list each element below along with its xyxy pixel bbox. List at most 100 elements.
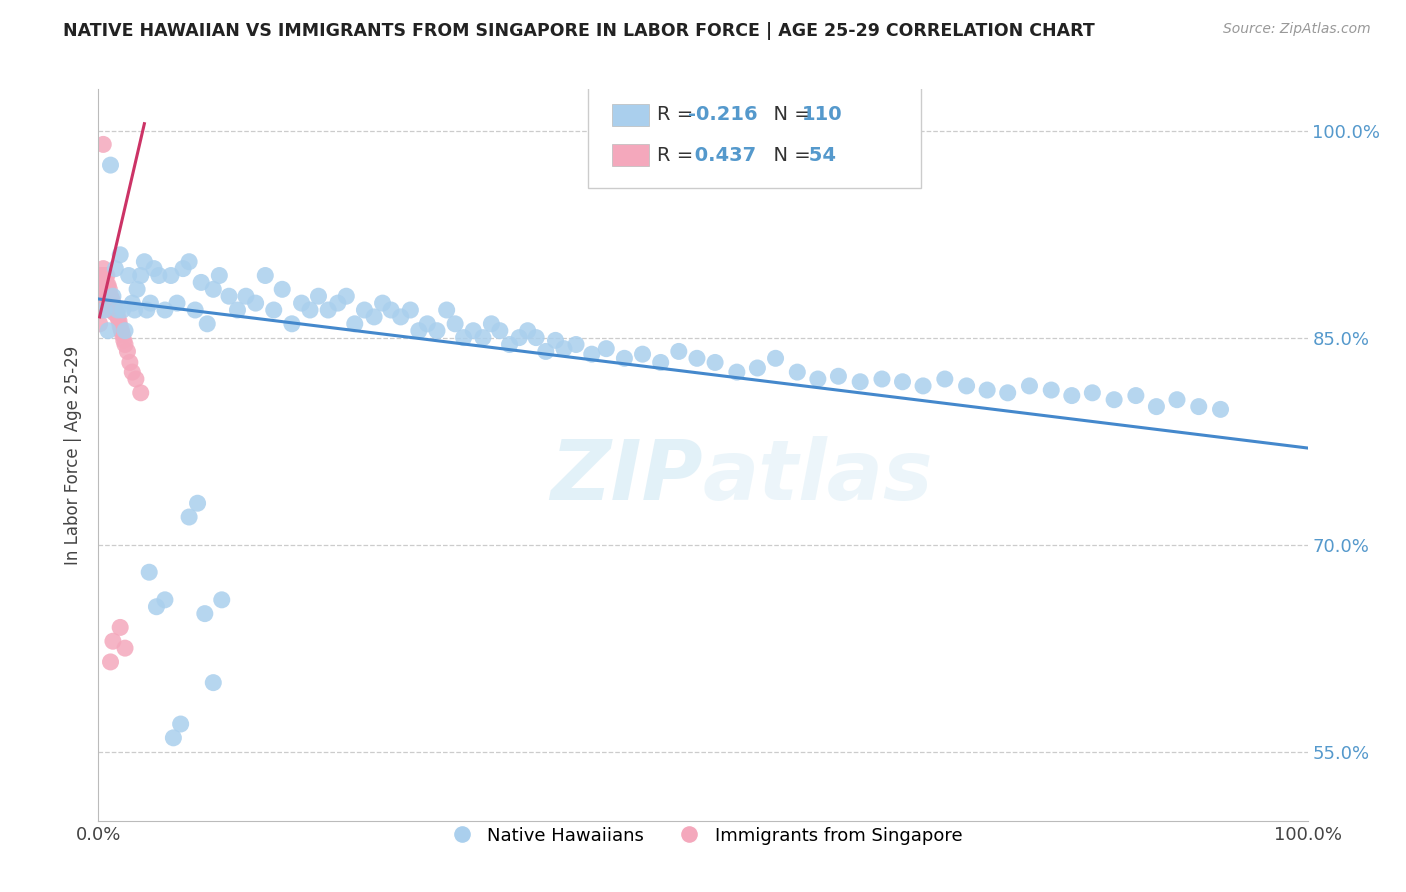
Point (353, 303, 375, 318)
Point (139, 296, 162, 310)
Point (108, 620, 131, 634)
Point (765, 351, 787, 366)
Point (104, 261, 127, 276)
FancyBboxPatch shape (613, 103, 648, 126)
Text: N =: N = (761, 105, 817, 124)
Text: -0.216: -0.216 (689, 105, 758, 124)
Point (581, 347, 603, 361)
Point (100, 289, 122, 303)
Point (143, 261, 166, 276)
Point (849, 375, 872, 389)
Point (94, 282, 117, 296)
Point (481, 317, 503, 331)
Point (184, 303, 207, 318)
Text: ZIP: ZIP (550, 436, 703, 517)
Point (127, 282, 149, 296)
Point (91, 296, 114, 310)
Point (281, 317, 304, 331)
Point (101, 296, 124, 310)
Point (101, 303, 124, 318)
Point (118, 268, 141, 283)
Point (98, 292, 121, 306)
Point (934, 372, 956, 386)
Point (389, 310, 412, 324)
Point (89, 317, 111, 331)
Point (534, 344, 557, 359)
Point (650, 355, 672, 369)
Point (138, 566, 160, 580)
Point (93, 268, 115, 283)
Point (94, 289, 117, 303)
Point (245, 296, 267, 310)
Point (96, 278, 118, 293)
Point (371, 296, 394, 310)
Point (153, 592, 176, 607)
Point (172, 261, 194, 276)
Text: 54: 54 (803, 145, 837, 164)
Point (91, 261, 114, 276)
Point (190, 276, 212, 290)
Point (343, 317, 366, 331)
Point (107, 310, 129, 324)
Point (148, 268, 170, 283)
Point (97, 278, 120, 293)
Text: atlas: atlas (703, 436, 934, 517)
Point (90, 276, 112, 290)
Point (1060, 388, 1083, 402)
Point (100, 655, 122, 669)
Text: R =: R = (657, 145, 700, 164)
Point (725, 365, 748, 379)
Point (235, 289, 257, 303)
Point (997, 385, 1019, 400)
Point (195, 317, 218, 331)
Point (271, 282, 294, 296)
Point (912, 379, 935, 393)
Point (436, 303, 458, 318)
Point (111, 303, 134, 318)
Point (1166, 392, 1188, 407)
Point (91, 137, 114, 152)
Point (516, 324, 538, 338)
Point (91, 268, 114, 283)
Point (129, 385, 152, 400)
Point (524, 330, 547, 344)
Point (668, 344, 690, 359)
Point (91, 276, 114, 290)
Point (891, 375, 914, 389)
Point (101, 289, 124, 303)
Point (100, 303, 122, 318)
Point (89, 303, 111, 318)
Point (97, 286, 120, 301)
Point (96, 286, 118, 301)
Point (955, 379, 977, 393)
Point (96, 296, 118, 310)
Point (166, 296, 188, 310)
Point (91, 303, 114, 318)
Point (187, 496, 209, 510)
Point (91, 282, 114, 296)
Point (194, 607, 217, 621)
Point (613, 351, 636, 366)
Point (93, 276, 115, 290)
Point (786, 365, 808, 379)
Point (93, 289, 115, 303)
Point (125, 372, 148, 386)
Point (1102, 392, 1125, 407)
Point (169, 717, 191, 731)
Point (90, 282, 112, 296)
Point (97, 324, 120, 338)
Point (489, 324, 512, 338)
Point (108, 314, 131, 328)
Point (1018, 379, 1040, 393)
Point (426, 324, 449, 338)
Point (335, 289, 357, 303)
Point (93, 282, 115, 296)
Point (117, 344, 139, 359)
Point (100, 292, 122, 306)
Point (471, 330, 494, 344)
Point (121, 365, 143, 379)
Text: N =: N = (761, 145, 817, 164)
Point (1146, 400, 1168, 414)
Point (112, 334, 135, 348)
Point (1188, 400, 1211, 414)
